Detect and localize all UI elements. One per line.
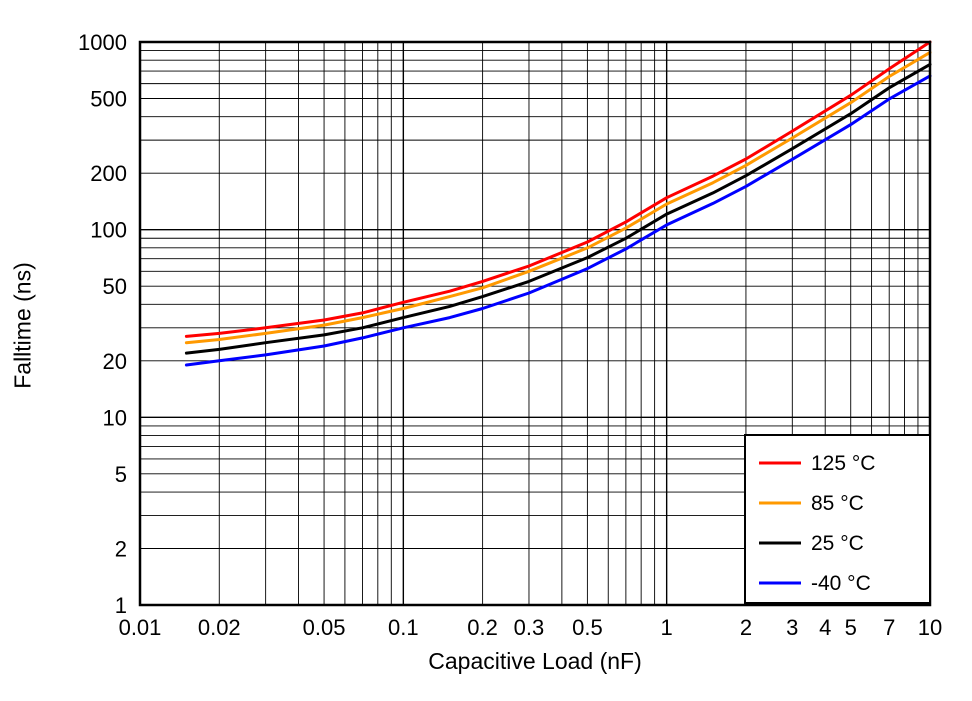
series-125-c bbox=[184, 40, 932, 338]
x-tick-label: 0.5 bbox=[572, 615, 603, 640]
y-tick-label: 1 bbox=[115, 593, 127, 618]
y-tick-label: 100 bbox=[90, 218, 127, 243]
legend: 125 °C 85 °C 25 °C -40 °C bbox=[744, 434, 931, 604]
y-tick-label: 10 bbox=[103, 405, 127, 430]
x-tick-label: 0.02 bbox=[198, 615, 241, 640]
y-tick-labels: 1 2 5 10 20 50 100 200 500 1000 bbox=[78, 30, 127, 618]
x-tick-label: 3 bbox=[786, 615, 798, 640]
x-tick-label: 7 bbox=[883, 615, 895, 640]
y-tick-label: 500 bbox=[90, 86, 127, 111]
x-tick-labels: 0.01 0.02 0.05 0.1 0.2 0.3 0.5 1 2 3 4 5 7 10 bbox=[119, 615, 943, 640]
legend-label: -40 °C bbox=[811, 572, 871, 595]
y-tick-label: 200 bbox=[90, 161, 127, 186]
y-tick-label: 1000 bbox=[78, 30, 127, 55]
y-tick-label: 20 bbox=[103, 349, 127, 374]
x-tick-label: 4 bbox=[819, 615, 831, 640]
x-tick-label: 0.1 bbox=[388, 615, 419, 640]
legend-label: 85 °C bbox=[811, 492, 864, 515]
y-axis-title: Falltime (ns) bbox=[9, 262, 36, 389]
legend-label: 125 °C bbox=[811, 452, 875, 475]
x-tick-label: 0.3 bbox=[514, 615, 545, 640]
x-tick-label: 2 bbox=[740, 615, 752, 640]
series-25-c bbox=[184, 62, 932, 355]
y-tick-label: 2 bbox=[115, 537, 127, 562]
x-axis-title: Capacitive Load (nF) bbox=[428, 648, 642, 674]
legend-label: 25 °C bbox=[811, 532, 864, 555]
series-40-c bbox=[184, 74, 932, 367]
plot-frame bbox=[138, 40, 932, 607]
x-tick-label: 10 bbox=[918, 615, 942, 640]
series-85-c bbox=[184, 50, 932, 345]
x-tick-label: 0.05 bbox=[303, 615, 346, 640]
x-tick-label: 0.2 bbox=[467, 615, 498, 640]
x-tick-label: 5 bbox=[845, 615, 857, 640]
x-tick-label: 0.01 bbox=[119, 615, 162, 640]
y-tick-label: 50 bbox=[103, 274, 127, 299]
x-tick-label: 1 bbox=[661, 615, 673, 640]
y-tick-label: 5 bbox=[115, 462, 127, 487]
